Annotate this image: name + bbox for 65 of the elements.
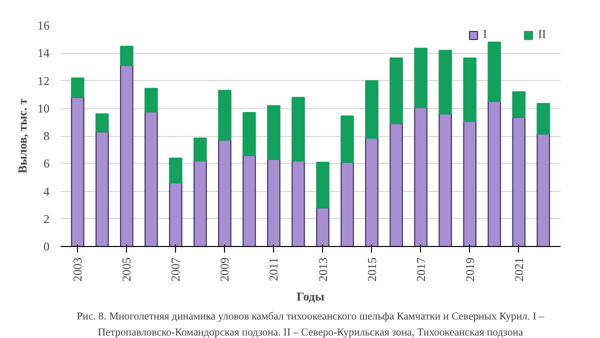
- y-axis-title: Вылов, тыс. т: [16, 98, 30, 174]
- y-tick-label: 0: [44, 240, 50, 254]
- x-tick-label: 2011: [266, 257, 281, 282]
- y-tick-label: 2: [44, 212, 50, 226]
- bar: [292, 160, 305, 246]
- y-tick-label: 12: [38, 74, 50, 88]
- y-tick-label: 14: [38, 46, 50, 60]
- text: Петропавловско-Командорская подзона. II – Северо-Курильская зона, Тихоокеанская подзона: [98, 328, 524, 338]
- bar: [218, 140, 232, 246]
- bar: [144, 111, 158, 246]
- bar: [169, 158, 182, 184]
- bar: [194, 160, 207, 246]
- text: Рис. 8. Многолетняя динамика уловов камбал тихоокеанского шельфа Камчатки и Северных Курил. I –: [76, 312, 545, 322]
- x-tick-label: 2021: [512, 258, 526, 282]
- bar: [414, 48, 428, 108]
- y-tick-label: 8: [44, 129, 50, 143]
- y-tick-label: 16: [38, 18, 50, 32]
- x-axis-title: Годы: [296, 290, 325, 304]
- bar: [390, 123, 403, 246]
- x-tick-label: 2013: [316, 258, 330, 282]
- bar: [414, 107, 428, 246]
- x-tick-label: 2005: [120, 258, 134, 282]
- bar: [71, 77, 84, 98]
- bar: [512, 116, 526, 246]
- bar: [96, 113, 109, 132]
- y-tick-label: 4: [44, 184, 50, 198]
- bar: [242, 154, 256, 246]
- bar: [292, 96, 305, 162]
- bar: [390, 57, 403, 124]
- bar: [267, 105, 280, 160]
- bar: [365, 80, 378, 139]
- x-tick-label: 2017: [414, 258, 428, 282]
- x-tick-label: 2007: [168, 258, 183, 282]
- bar: [120, 65, 134, 246]
- bar: [340, 115, 354, 163]
- legend-label: I: [483, 27, 488, 42]
- x-tick-label: 2019: [462, 258, 477, 282]
- x-tick-label: 2015: [364, 258, 379, 282]
- bar: [316, 207, 330, 246]
- bar: [316, 162, 330, 208]
- bar: [242, 112, 256, 156]
- x-tick-label: 2003: [70, 258, 85, 282]
- bar: [365, 138, 378, 246]
- y-tick-label: 6: [44, 156, 50, 171]
- legend-label: II: [538, 27, 547, 42]
- bar: [194, 138, 207, 162]
- bar: [463, 120, 476, 246]
- bar: [218, 90, 232, 141]
- bar: [267, 158, 280, 246]
- bar: [144, 88, 158, 112]
- bar: [169, 182, 182, 246]
- bar: [463, 57, 476, 122]
- bar: [536, 133, 550, 246]
- bar: [96, 131, 109, 246]
- bar: [438, 50, 452, 114]
- bar: [488, 100, 501, 246]
- bar: [438, 113, 452, 246]
- bar: [488, 42, 501, 102]
- bar: [536, 103, 550, 134]
- x-tick-label: 2009: [218, 258, 232, 282]
- bar: [120, 46, 134, 66]
- y-tick-label: 10: [38, 101, 50, 116]
- bar: [512, 91, 526, 118]
- bar: [71, 96, 84, 246]
- bar: [340, 162, 354, 246]
